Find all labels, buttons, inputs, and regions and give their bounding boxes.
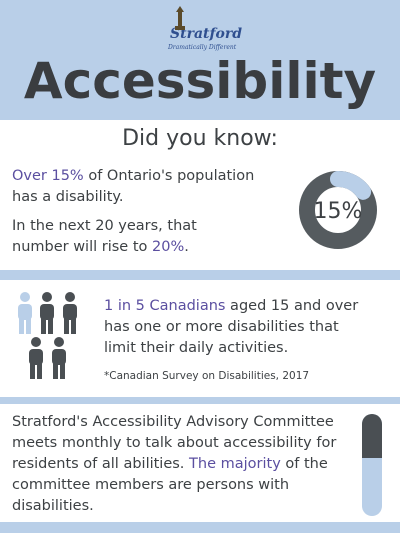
fact-2: In the next 20 years, that number will r… xyxy=(12,216,252,258)
logo-icon xyxy=(175,6,185,30)
logo-name: Stratford xyxy=(170,26,243,42)
highlight: Over 15% xyxy=(12,168,84,184)
committee-bar xyxy=(362,414,382,516)
section-3 xyxy=(0,404,400,522)
stat: 1 in 5 Canadians aged 15 and over has on… xyxy=(104,296,374,359)
text: . xyxy=(184,239,189,255)
people-icons xyxy=(18,292,77,379)
highlight: 20% xyxy=(152,239,185,255)
highlight: The majority xyxy=(189,456,281,472)
committee: Stratford's Accessibility Advisory Commi… xyxy=(12,412,342,517)
logo-tagline: Dramatically Different xyxy=(168,44,237,51)
text: of the committee members are persons wit… xyxy=(12,456,328,514)
text: In the next 20 years, that number will r… xyxy=(12,218,197,255)
fact-1: Over 15% of Ontario's population has a d… xyxy=(12,166,267,208)
highlight: 1 in 5 Canadians xyxy=(104,298,226,314)
text: Stratford's Accessibility Advisory Commi… xyxy=(12,414,337,472)
source: *Canadian Survey on Disabilities, 2017 xyxy=(104,370,310,382)
donut-label: 15% xyxy=(314,199,363,224)
title: Accessibility xyxy=(23,52,377,110)
text: of Ontario's population has a disability… xyxy=(12,168,255,205)
heading: Did you know: xyxy=(122,126,278,151)
text: aged 15 and over has one or more disabil… xyxy=(104,298,359,356)
donut-segment xyxy=(299,171,377,249)
